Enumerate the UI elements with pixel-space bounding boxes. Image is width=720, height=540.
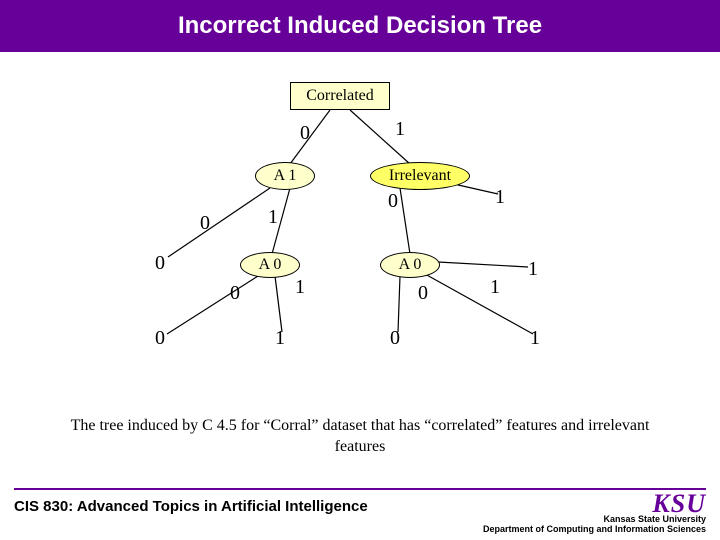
tree-node-a0l: A 0 bbox=[240, 252, 300, 278]
tree-leaf-b1r: 1 bbox=[530, 327, 540, 350]
footer-course: CIS 830: Advanced Topics in Artificial I… bbox=[14, 498, 368, 515]
decision-tree-diagram: CorrelatedA 1IrrelevantA 0A 001101010101… bbox=[0, 52, 720, 412]
tree-leaf-rr1: 1 bbox=[495, 186, 505, 209]
edge-label-5: 0 bbox=[230, 282, 240, 305]
tree-node-a0r: A 0 bbox=[380, 252, 440, 278]
footer-dept-name: Department of Computing and Information … bbox=[483, 525, 706, 535]
footer-divider bbox=[14, 488, 706, 490]
edge-label-0: 0 bbox=[300, 122, 310, 145]
footer-right: KSU Kansas State University Department o… bbox=[483, 494, 706, 535]
edge-label-3: 1 bbox=[268, 206, 278, 229]
edge-label-1: 1 bbox=[395, 118, 405, 141]
edge-label-4: 0 bbox=[388, 190, 398, 213]
tree-node-irrelevant: Irrelevant bbox=[370, 162, 470, 190]
tree-leaf-l0: 0 bbox=[155, 252, 165, 275]
ksu-logo: KSU bbox=[483, 494, 706, 515]
edge-label-7: 0 bbox=[418, 282, 428, 305]
slide-title: Incorrect Induced Decision Tree bbox=[0, 0, 720, 52]
edge-label-2: 0 bbox=[200, 212, 210, 235]
tree-node-correlated: Correlated bbox=[290, 82, 390, 110]
tree-leaf-b0l: 0 bbox=[155, 327, 165, 350]
tree-node-a1: A 1 bbox=[255, 162, 315, 190]
tree-leaf-rrb1: 1 bbox=[528, 258, 538, 281]
edge-label-6: 1 bbox=[295, 276, 305, 299]
tree-leaf-b1l: 1 bbox=[275, 327, 285, 350]
tree-leaf-b0r: 0 bbox=[390, 327, 400, 350]
slide-footer: CIS 830: Advanced Topics in Artificial I… bbox=[0, 488, 720, 540]
edge-label-8: 1 bbox=[490, 276, 500, 299]
caption-text: The tree induced by C 4.5 for “Corral” d… bbox=[60, 416, 660, 458]
